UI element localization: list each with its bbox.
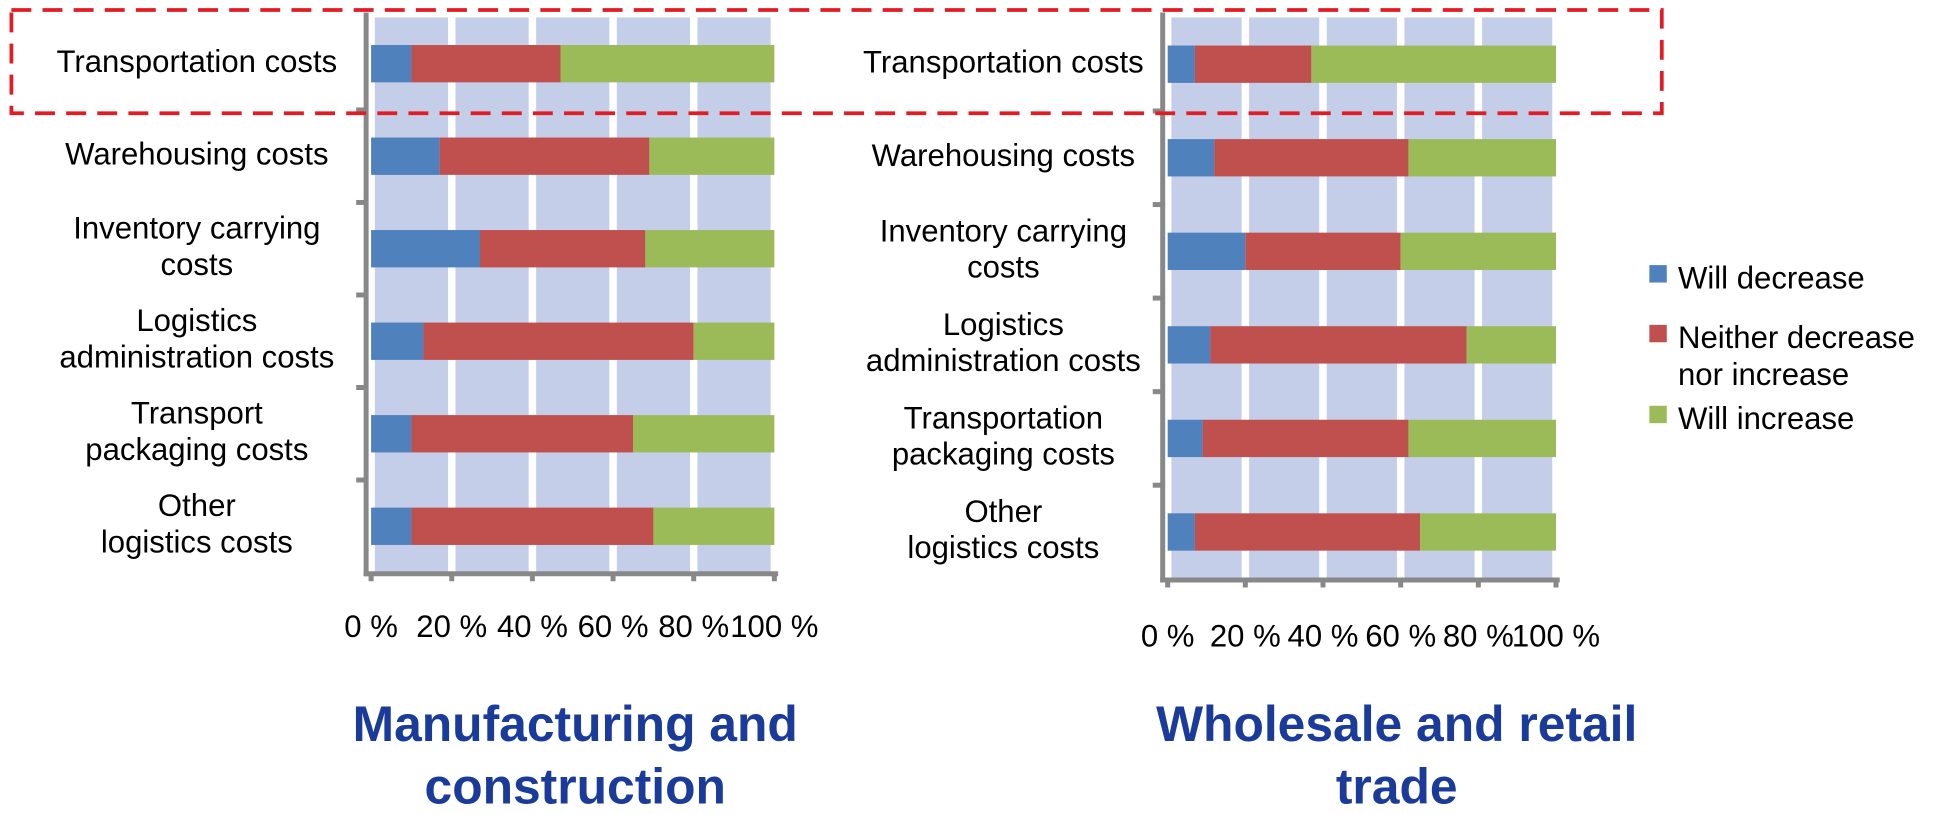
bar-segment — [371, 230, 480, 268]
legend-label: Neither decrease nor increase — [1678, 320, 1915, 392]
x-tick-label: 40 % — [1288, 619, 1359, 654]
legend-label: Will decrease — [1678, 260, 1865, 295]
bar-segment — [411, 45, 561, 83]
bar-segment — [371, 415, 412, 453]
x-tick-label: 20 % — [416, 609, 487, 644]
bar-segment — [649, 137, 775, 175]
x-tick-label: 60 % — [1365, 619, 1436, 654]
category-label: Warehousing costs — [872, 138, 1135, 173]
plot-background — [371, 17, 775, 573]
bar-segment — [1214, 139, 1409, 177]
bar-segment — [645, 230, 775, 268]
category-label: Transportation costs — [863, 44, 1144, 79]
category-label: Other logistics costs — [907, 494, 1099, 565]
bar-segment — [1400, 232, 1557, 270]
chart-title: Wholesale and retail trade — [1156, 696, 1637, 814]
x-tick-label: 0 % — [344, 609, 398, 644]
category-label: Other logistics costs — [101, 488, 293, 559]
x-tick-label: 40 % — [497, 609, 568, 644]
category-label: Transportation packaging costs — [892, 401, 1115, 472]
bar-segment — [1210, 326, 1467, 364]
plot-background — [1167, 17, 1557, 579]
category-label: Transport packaging costs — [85, 396, 308, 467]
bar-segment — [371, 137, 440, 175]
category-label: Logistics administration costs — [866, 307, 1141, 378]
bar-segment — [633, 415, 775, 453]
bar-segment — [1420, 513, 1557, 551]
highlight-box — [9, 8, 1664, 116]
bar-segment — [560, 45, 775, 83]
x-tick-label: 80 % — [1443, 619, 1514, 654]
category-label: Inventory carrying costs — [73, 211, 320, 282]
bar-segment — [1194, 513, 1421, 551]
category-label: Logistics administration costs — [59, 303, 334, 374]
x-tick-label: 80 % — [658, 609, 729, 644]
category-label: Inventory carrying costs — [880, 213, 1127, 284]
x-tick-label: 60 % — [578, 609, 649, 644]
bar-segment — [1167, 232, 1246, 270]
bar-segment — [1202, 419, 1409, 458]
bar-segment — [411, 415, 634, 453]
legend-label: Will increase — [1678, 401, 1854, 436]
bar-segment — [1245, 232, 1401, 270]
x-tick-label: 100 % — [1512, 619, 1600, 654]
bar-segment — [1167, 513, 1195, 551]
bar-segment — [693, 322, 775, 360]
chart-title: Manufacturing and construction — [353, 696, 798, 814]
bar-segment — [1167, 45, 1195, 83]
bar-segment — [1408, 139, 1557, 177]
bar-segment — [371, 45, 412, 83]
bar-segment — [1167, 139, 1215, 177]
bar-segment — [1167, 326, 1211, 364]
category-label: Transportation costs — [57, 44, 338, 79]
bar-segment — [479, 230, 646, 268]
bar-segment — [411, 507, 654, 545]
legend-swatch — [1649, 405, 1667, 424]
category-label: Warehousing costs — [65, 136, 328, 171]
bar-segment — [423, 322, 694, 360]
legend-swatch — [1649, 324, 1667, 343]
bar-segment — [371, 507, 412, 545]
x-tick-label: 0 % — [1141, 619, 1195, 654]
x-tick-label: 100 % — [730, 609, 818, 644]
bar-segment — [653, 507, 775, 545]
bar-segment — [1408, 419, 1557, 458]
x-tick-label: 20 % — [1210, 619, 1281, 654]
bar-segment — [1311, 45, 1557, 83]
bar-segment — [1466, 326, 1557, 364]
legend-swatch — [1649, 265, 1667, 283]
bar-segment — [439, 137, 650, 175]
bar-segment — [1194, 45, 1312, 83]
bar-segment — [1167, 419, 1203, 458]
bar-segment — [371, 322, 424, 360]
